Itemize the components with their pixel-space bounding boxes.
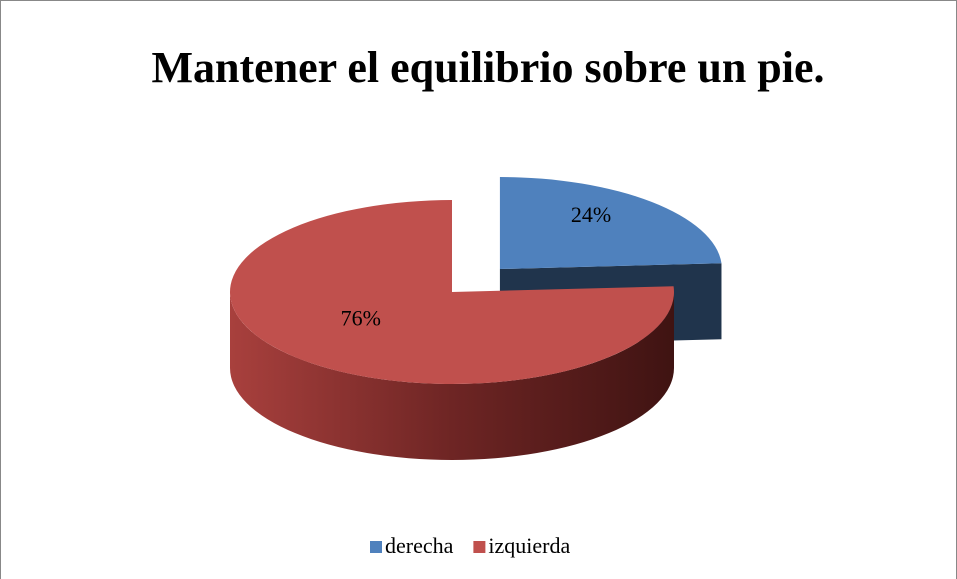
data-label: 76% — [341, 305, 381, 330]
legend-label: derecha — [385, 533, 454, 558]
legend-label: izquierda — [488, 533, 570, 558]
slice — [230, 200, 675, 384]
slice-side — [230, 292, 674, 460]
legend-swatch — [370, 541, 382, 553]
slice — [499, 177, 722, 270]
legend-swatch — [473, 541, 486, 553]
data-label: 24% — [571, 202, 611, 227]
chart-title: Mantener el equilibrio sobre un pie. — [151, 43, 824, 92]
